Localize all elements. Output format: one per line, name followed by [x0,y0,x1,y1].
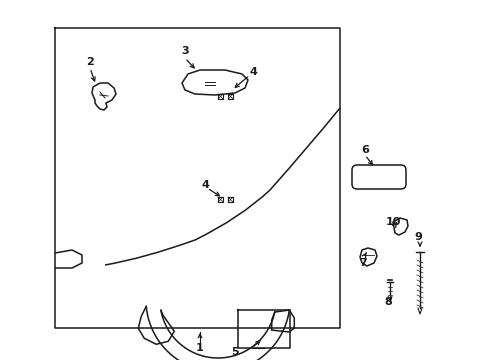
Text: 5: 5 [231,347,239,357]
Text: 2: 2 [86,57,94,67]
Text: 3: 3 [181,46,189,56]
Text: 8: 8 [384,297,392,307]
Text: 4: 4 [249,67,257,77]
Text: 1: 1 [196,343,204,353]
Text: 6: 6 [361,145,369,155]
Text: 4: 4 [201,180,209,190]
Text: 10: 10 [385,217,401,227]
Text: 9: 9 [414,232,422,242]
Text: 7: 7 [359,258,367,268]
